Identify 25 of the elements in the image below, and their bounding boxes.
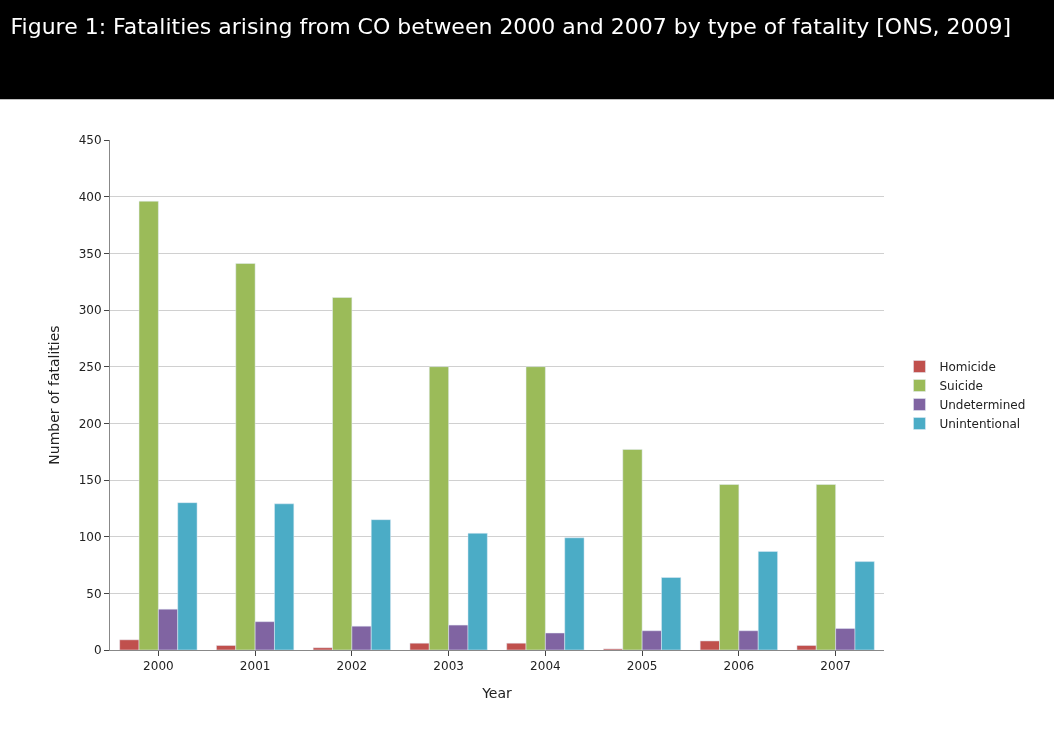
y-tick-label: 350 [78,246,102,261]
y-tick-label: 400 [78,189,102,204]
x-tick-label: 2001 [239,659,271,674]
x-tick-label: 2003 [433,659,464,674]
legend-label: Unintentional [939,417,1021,432]
y-tick-label: 0 [93,643,102,658]
y-tick-label: 450 [78,133,102,148]
legend-label: Suicide [939,379,983,394]
y-axis-title: Number of fatalities [46,325,63,465]
legend-label: Homicide [939,360,996,375]
x-tick-label: 2005 [626,659,658,674]
y-tick-label: 50 [86,586,102,601]
legend-label: Undetermined [939,398,1026,413]
y-tick-label: 100 [78,529,102,544]
y-tick-label: 200 [78,416,102,431]
x-axis-title: Year [481,684,513,701]
x-tick-label: 2000 [143,659,174,674]
y-tick-label: 150 [78,473,102,488]
y-tick-label: 300 [78,303,102,318]
x-tick-label: 2007 [820,659,851,674]
chart-title: Figure 1: Fatalities arising from CO between 2000 and 2007 by type of fatality [ONS, 2009] [10,13,1012,39]
y-tick-label: 250 [78,359,102,374]
x-tick-label: 2004 [530,659,561,674]
x-tick-label: 2006 [723,659,755,674]
x-tick-label: 2002 [336,659,368,674]
